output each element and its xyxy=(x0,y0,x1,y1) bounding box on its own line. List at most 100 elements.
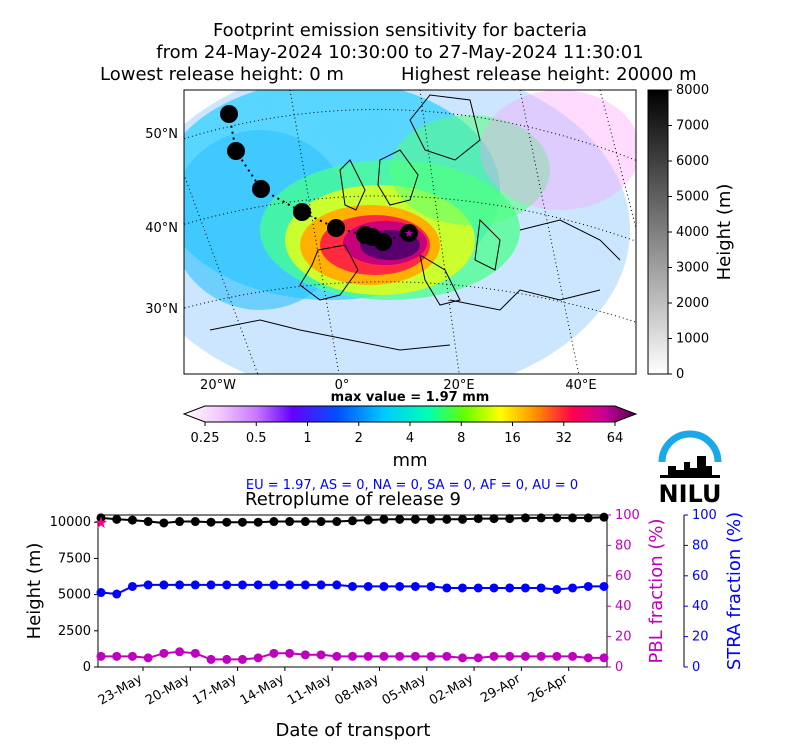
mm-tick-label: 64 xyxy=(607,431,624,446)
series-point xyxy=(583,653,593,663)
pbl-axis-ticks: 0 20 40 60 80 100 xyxy=(607,508,640,675)
height-tick-label: 4000 xyxy=(676,225,709,240)
trajectory-point xyxy=(293,203,311,221)
mm-colorbar-ticks: 0.25 0.5 1 2 4 8 16 32 64 xyxy=(191,422,624,446)
series-point xyxy=(442,651,452,661)
left-tick-label: 0 xyxy=(83,660,91,675)
series-point xyxy=(127,515,137,525)
pbl-tick-label: 20 xyxy=(615,630,632,645)
series-point xyxy=(285,648,295,658)
stra-tick-label: 80 xyxy=(692,538,709,553)
lat-label: 30°N xyxy=(145,302,178,317)
series-point xyxy=(599,653,609,663)
height-tick-label: 7000 xyxy=(676,119,709,134)
x-tick-label: 14-May xyxy=(238,671,287,708)
series-point xyxy=(285,580,295,590)
left-axis-ticks: 0 2500 5000 7500 10000 xyxy=(50,515,98,675)
series-point xyxy=(300,650,310,660)
series-point xyxy=(363,581,373,591)
pbl-axis-label: PBL fraction (%) xyxy=(646,519,667,664)
mm-tick-label: 4 xyxy=(406,431,414,446)
pbl-tick-label: 60 xyxy=(615,569,632,584)
trajectory-point xyxy=(327,219,345,237)
series-point xyxy=(269,517,279,527)
series-point xyxy=(568,651,578,661)
lon-label: 20°E xyxy=(443,378,474,393)
height-tick-label: 1000 xyxy=(676,332,709,347)
mm-tick-label: 0.5 xyxy=(246,431,267,446)
series-point xyxy=(489,651,499,661)
series-point xyxy=(96,588,106,598)
mm-tick-label: 16 xyxy=(504,431,521,446)
series-point xyxy=(458,583,468,593)
series-point xyxy=(363,651,373,661)
lat-label: 50°N xyxy=(145,127,178,142)
map-area: ★ xyxy=(184,90,636,374)
x-tick-label: 29-Apr xyxy=(478,671,524,706)
pbl-tick-label: 40 xyxy=(615,599,632,614)
region-values-text: EU = 1.97, AS = 0, NA = 0, SA = 0, AF = … xyxy=(246,478,578,493)
x-tick-label: 05-May xyxy=(380,671,429,708)
series-point xyxy=(583,513,593,523)
series-point xyxy=(395,581,405,591)
stra-tick-label: 60 xyxy=(692,569,709,584)
mm-tick-label: 1 xyxy=(303,431,311,446)
mm-colorbar-label: mm xyxy=(392,450,427,471)
series-point xyxy=(300,517,310,527)
series-point xyxy=(332,517,342,527)
stra-tick-label: 40 xyxy=(692,599,709,614)
series-point xyxy=(348,651,357,661)
series-point xyxy=(159,518,169,528)
series-point xyxy=(253,517,263,527)
release-star-icon: ★ xyxy=(94,513,108,532)
lat-label: 40°N xyxy=(145,221,178,236)
series-point xyxy=(159,580,169,590)
series-point xyxy=(379,581,389,591)
series-point xyxy=(269,648,279,658)
x-axis-label: Date of transport xyxy=(276,720,431,741)
pbl-tick-label: 0 xyxy=(615,660,623,675)
highest-release-height: Highest release height: 20000 m xyxy=(401,64,697,85)
left-tick-label: 10000 xyxy=(50,515,91,530)
series-point xyxy=(332,580,342,590)
series-point xyxy=(127,581,137,591)
stra-tick-label: 20 xyxy=(692,630,709,645)
series-point xyxy=(190,517,200,527)
series-point xyxy=(442,514,452,524)
series-point xyxy=(190,580,200,590)
series-point xyxy=(599,581,609,591)
nilu-logo-text: NILU xyxy=(659,480,722,508)
series-point xyxy=(143,517,153,527)
left-axis-label: Height (m) xyxy=(24,543,45,640)
series-point xyxy=(112,651,122,661)
series-point xyxy=(520,651,530,661)
lowest-release-height: Lowest release height: 0 m xyxy=(100,64,344,85)
series-point xyxy=(190,648,200,658)
height-tick-label: 0 xyxy=(676,367,684,382)
series-point xyxy=(583,581,593,591)
series-point xyxy=(175,517,185,527)
stra-axis-ticks: 0 20 40 60 80 100 xyxy=(684,508,717,675)
chart-title-line1: Footprint emission sensitivity for bacte… xyxy=(212,20,588,41)
series-point xyxy=(426,651,436,661)
series-point xyxy=(96,513,106,523)
series-point xyxy=(410,581,420,591)
series-point xyxy=(379,651,389,661)
series-point xyxy=(536,513,546,523)
trajectory-point xyxy=(374,233,392,251)
series-point xyxy=(269,580,279,590)
left-tick-label: 2500 xyxy=(58,624,91,639)
series-point xyxy=(285,517,295,527)
series-point xyxy=(206,517,216,527)
series-point xyxy=(237,517,247,527)
max-value-text: max value = 1.97 mm xyxy=(331,390,490,405)
map-frame xyxy=(183,89,637,375)
series-point xyxy=(395,651,405,661)
height-tick-label: 6000 xyxy=(676,154,709,169)
series-point xyxy=(175,580,185,590)
x-tick-label: 11-May xyxy=(285,671,334,708)
x-tick-label: 23-May xyxy=(96,671,145,708)
series-point xyxy=(206,654,216,664)
series-point xyxy=(426,514,436,524)
trajectory-point xyxy=(252,180,270,198)
